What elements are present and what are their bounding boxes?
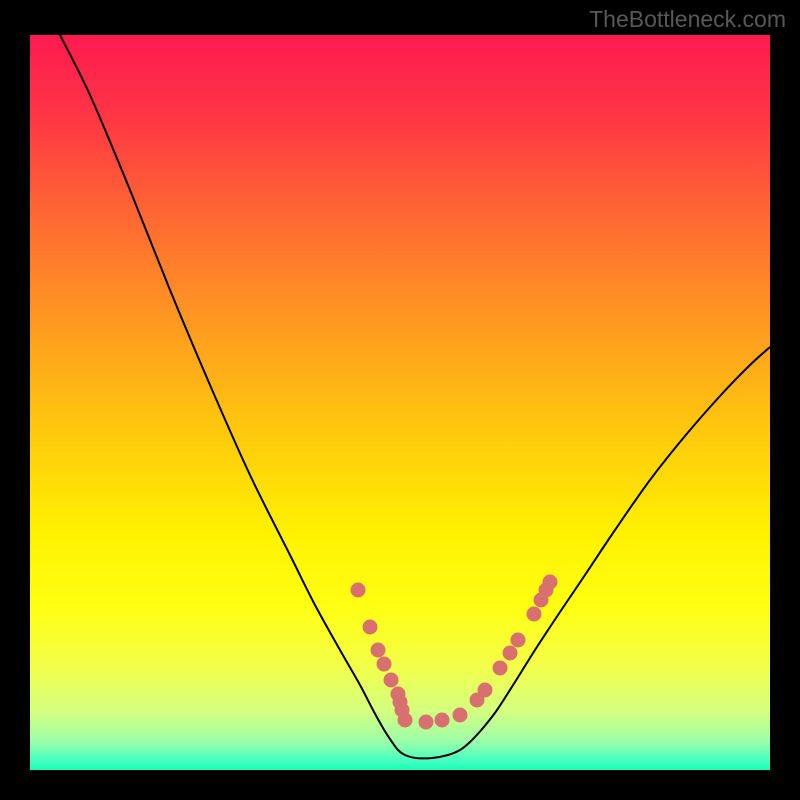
marker-dot xyxy=(527,607,541,621)
watermark-text: TheBottleneck.com xyxy=(589,6,786,33)
marker-dot xyxy=(371,643,385,657)
marker-dot xyxy=(377,657,391,671)
marker-dot xyxy=(435,713,449,727)
marker-dot xyxy=(453,708,467,722)
marker-dot xyxy=(511,633,525,647)
marker-dot xyxy=(493,661,507,675)
marker-dot xyxy=(398,713,412,727)
marker-dot xyxy=(478,683,492,697)
bottleneck-chart xyxy=(0,0,800,800)
marker-dot xyxy=(543,575,557,589)
marker-dot xyxy=(503,646,517,660)
marker-dot xyxy=(363,620,377,634)
marker-dot xyxy=(351,583,365,597)
heatmap-background xyxy=(30,35,770,770)
marker-dot xyxy=(419,715,433,729)
marker-dot xyxy=(384,673,398,687)
